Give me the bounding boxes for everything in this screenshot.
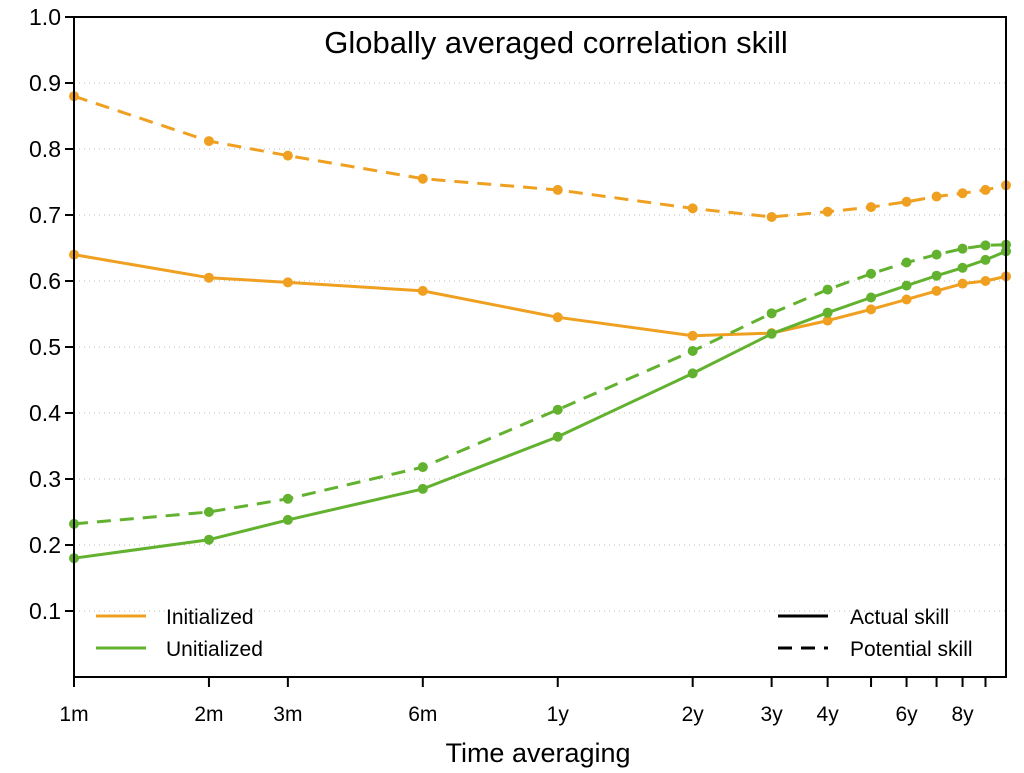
data-point <box>552 312 563 323</box>
data-point <box>687 368 698 379</box>
series-initialized-actual <box>69 249 1011 341</box>
data-point <box>957 278 968 289</box>
legend-label: Unitialized <box>166 638 263 661</box>
data-point <box>282 277 293 288</box>
data-point <box>282 493 293 504</box>
chart-title: Globally averaged correlation skill <box>324 25 788 60</box>
x-axis-title: Time averaging <box>445 738 630 768</box>
series-initialized-potential <box>69 91 1011 222</box>
grid-lines <box>74 82 1006 612</box>
data-point <box>822 307 833 318</box>
series-line <box>73 253 1007 338</box>
data-point <box>931 249 942 260</box>
series-uninitialized-potential <box>69 239 1011 529</box>
legend-style: Actual skill Potential skill <box>778 606 973 661</box>
data-point <box>957 188 968 199</box>
series-line <box>73 94 1007 219</box>
data-point <box>822 206 833 217</box>
data-point <box>282 514 293 525</box>
x-tick-label: 8y <box>951 703 974 726</box>
series-layer <box>69 91 1011 564</box>
data-point <box>282 150 293 161</box>
x-tick-label: 3y <box>761 703 784 726</box>
y-axis: 0.1 0.2 0.3 0.4 0.5 0.6 0.7 0.8 0.9 1.0 <box>29 4 74 624</box>
y-tick-label: 1.0 <box>29 4 61 30</box>
data-point <box>687 203 698 214</box>
y-tick-label: 0.1 <box>29 598 61 624</box>
data-point <box>931 285 942 296</box>
data-point <box>203 534 214 545</box>
y-tick-label: 0.4 <box>29 400 61 426</box>
x-axis: 1m 2m 3m 6m 1y 2y 3y 4y 6y 8y <box>59 677 987 726</box>
x-tick-label: 3m <box>273 703 302 726</box>
data-point <box>866 304 877 315</box>
legend-label: Potential skill <box>850 638 973 661</box>
data-point <box>822 315 833 326</box>
data-point <box>687 345 698 356</box>
x-tick-label: 6m <box>408 703 437 726</box>
data-point <box>552 404 563 415</box>
data-point <box>901 196 912 207</box>
legend-label: Actual skill <box>850 606 949 629</box>
data-point <box>766 328 777 339</box>
y-tick-label: 0.9 <box>29 70 61 96</box>
x-tick-label: 4y <box>817 703 840 726</box>
x-tick-label: 1m <box>59 703 88 726</box>
data-point <box>203 272 214 283</box>
series-line <box>73 243 1007 526</box>
x-tick-label: 6y <box>895 703 918 726</box>
data-point <box>866 292 877 303</box>
legend-color: Initialized Unitialized <box>96 606 263 661</box>
data-point <box>822 284 833 295</box>
data-point <box>766 211 777 222</box>
data-point <box>417 462 428 473</box>
data-point <box>766 308 777 319</box>
data-point <box>866 202 877 213</box>
data-point <box>866 268 877 279</box>
data-point <box>980 184 991 195</box>
data-point <box>980 240 991 251</box>
data-point <box>980 254 991 265</box>
data-point <box>203 136 214 147</box>
x-tick-label: 2m <box>194 703 223 726</box>
data-point <box>203 507 214 517</box>
data-point <box>980 276 991 286</box>
x-tick-label: 2y <box>682 703 705 726</box>
data-point <box>931 191 942 202</box>
data-point <box>957 243 968 254</box>
y-tick-label: 0.2 <box>29 532 61 558</box>
data-point <box>687 330 698 341</box>
x-tick-label: 1y <box>547 703 570 726</box>
series-uninitialized-actual <box>69 246 1011 564</box>
data-point <box>901 294 912 305</box>
data-point <box>931 270 942 281</box>
data-point <box>552 431 563 442</box>
y-tick-label: 0.3 <box>29 466 61 492</box>
data-point <box>957 262 968 273</box>
data-point <box>417 173 428 184</box>
data-point <box>901 280 912 291</box>
data-point <box>417 483 428 494</box>
data-point <box>901 257 912 268</box>
y-tick-label: 0.6 <box>29 268 61 294</box>
legend-label: Initialized <box>166 606 254 629</box>
y-tick-label: 0.5 <box>29 334 61 360</box>
y-tick-label: 0.8 <box>29 136 61 162</box>
data-point <box>417 285 428 296</box>
data-point <box>552 184 563 195</box>
y-tick-label: 0.7 <box>29 202 61 228</box>
